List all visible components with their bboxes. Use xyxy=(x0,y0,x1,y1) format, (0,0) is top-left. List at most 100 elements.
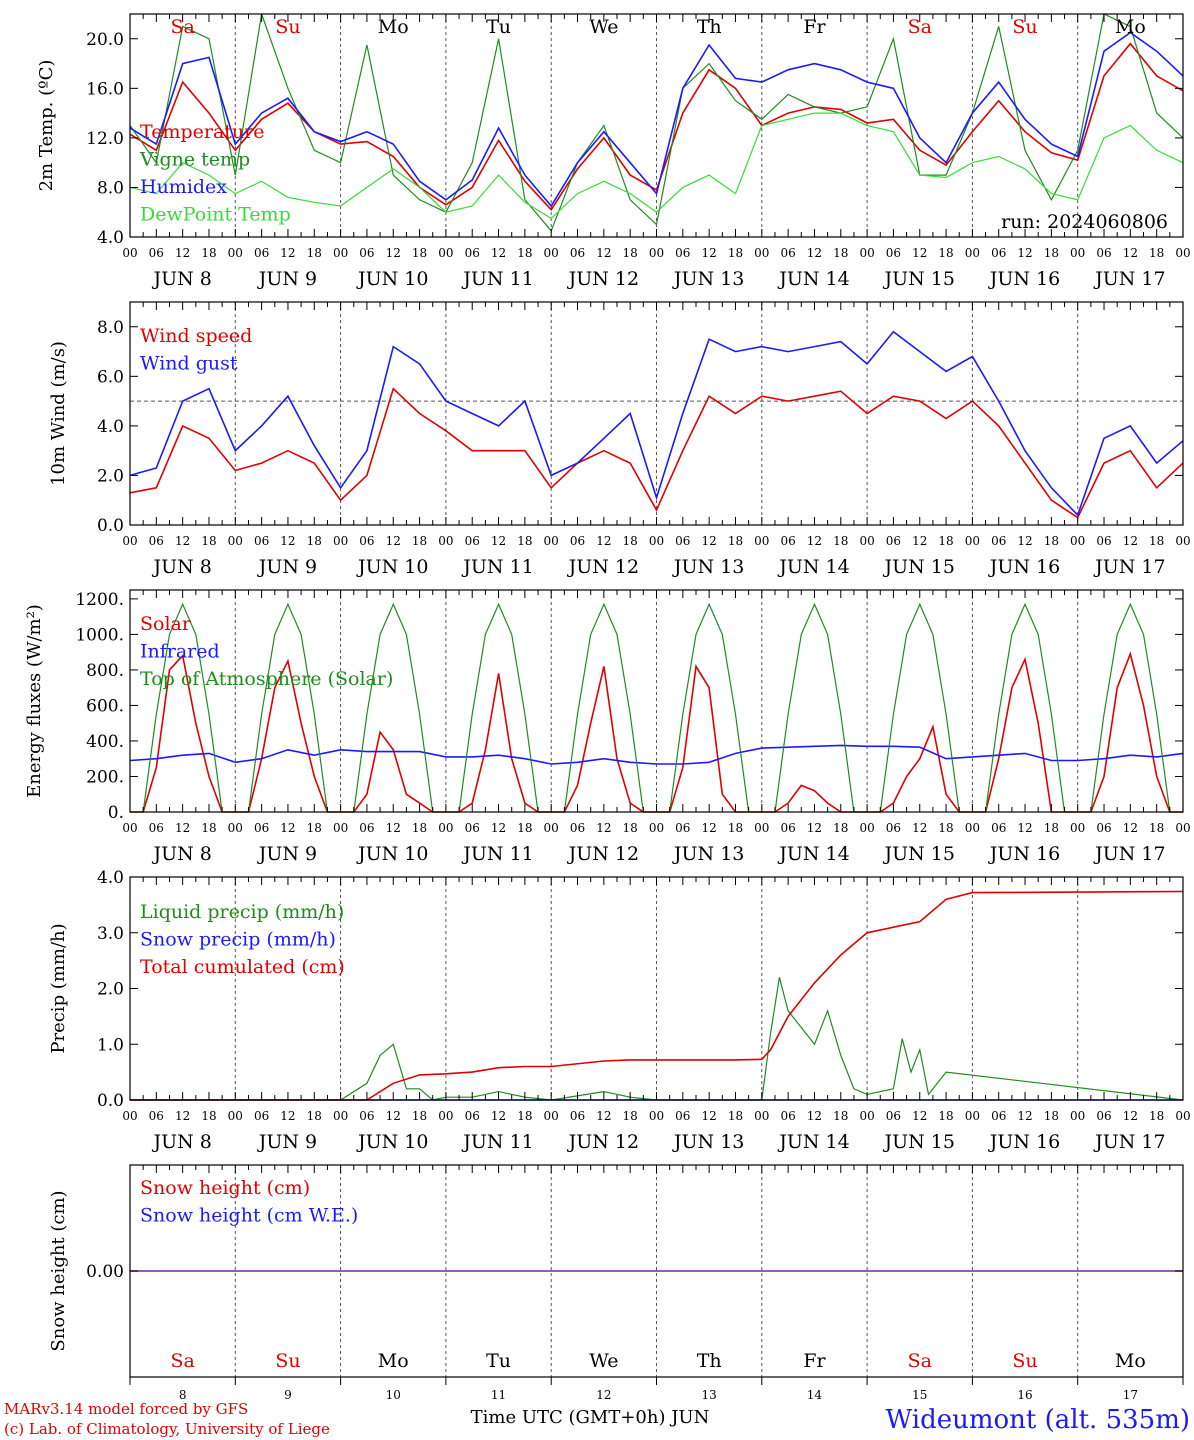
legend-entry: Temperature xyxy=(140,121,264,143)
station-name: Wideumont (alt. 535m) xyxy=(886,1405,1190,1435)
hour-label: 06 xyxy=(780,821,795,835)
hour-label: 00 xyxy=(122,534,137,548)
legend-entry: Infrared xyxy=(140,641,220,663)
date-label: JUN 11 xyxy=(461,843,533,865)
hour-label: 00 xyxy=(965,534,980,548)
y-tick-label: 0. xyxy=(108,803,124,823)
hour-label: 00 xyxy=(544,821,559,835)
weekday-label: Su xyxy=(1012,16,1037,38)
hour-label: 12 xyxy=(1017,246,1032,260)
hour-label: 06 xyxy=(254,534,269,548)
y-axis-label: Snow height (cm) xyxy=(48,1190,69,1351)
hour-label: 06 xyxy=(149,821,164,835)
day-number-label: 12 xyxy=(596,1388,611,1402)
hour-label: 12 xyxy=(807,821,822,835)
date-label: JUN 12 xyxy=(567,1131,639,1153)
hour-label: 00 xyxy=(1070,1109,1085,1123)
hour-label: 00 xyxy=(649,821,664,835)
date-label: JUN 15 xyxy=(883,843,955,865)
y-tick-label: 0.0 xyxy=(97,1091,124,1111)
hour-label: 00 xyxy=(544,1109,559,1123)
hour-label: 06 xyxy=(886,246,901,260)
panel-temperature: 4.0 8.0 12.0 16.0 20.0 2m Temp. (ºC) Temperatu… xyxy=(36,13,1191,290)
day-number-label: 11 xyxy=(491,1388,506,1402)
hour-label: 00 xyxy=(1175,821,1190,835)
date-label: JUN 12 xyxy=(567,556,639,578)
hour-label: 06 xyxy=(570,1109,585,1123)
date-label: JUN 17 xyxy=(1093,268,1165,290)
hour-label: 06 xyxy=(465,821,480,835)
date-label: JUN 10 xyxy=(356,268,428,290)
hour-label: 06 xyxy=(359,821,374,835)
day-number-label: 8 xyxy=(179,1388,187,1402)
hour-label: 00 xyxy=(1070,821,1085,835)
y-tick-label: 2.0 xyxy=(97,466,124,486)
legend-entry: Solar xyxy=(140,613,192,635)
hour-label: 00 xyxy=(333,821,348,835)
hour-label: 18 xyxy=(1149,1109,1164,1123)
date-label: JUN 13 xyxy=(672,843,744,865)
panel-energy: 0. 200. 400. 600. 800. 1000. 1200. Energy fluxe… xyxy=(24,589,1191,865)
hour-label: 00 xyxy=(438,246,453,260)
hour-label: 06 xyxy=(780,1109,795,1123)
date-label: JUN 14 xyxy=(777,268,849,290)
weekday-label: Su xyxy=(275,1350,300,1372)
hour-label: 12 xyxy=(280,534,295,548)
hour-label: 12 xyxy=(386,1109,401,1123)
hour-label: 18 xyxy=(517,821,532,835)
hour-label: 12 xyxy=(1123,1109,1138,1123)
weekday-label: Fr xyxy=(803,1350,826,1372)
hour-label: 06 xyxy=(149,1109,164,1123)
date-label: JUN 14 xyxy=(777,843,849,865)
legend-entry: Top of Atmosphere (Solar) xyxy=(140,668,393,690)
date-label: JUN 13 xyxy=(672,1131,744,1153)
date-label: JUN 11 xyxy=(461,556,533,578)
hour-label: 12 xyxy=(912,246,927,260)
hour-label: 00 xyxy=(438,1109,453,1123)
hour-label: 06 xyxy=(570,534,585,548)
date-label: JUN 16 xyxy=(988,843,1060,865)
hour-label: 18 xyxy=(938,821,953,835)
hour-label: 12 xyxy=(1123,246,1138,260)
y-axis-label: Precip (mm/h) xyxy=(48,923,69,1053)
day-number-label: 14 xyxy=(807,1388,823,1402)
date-label: JUN 9 xyxy=(257,843,317,865)
y-tick-label: 6.0 xyxy=(97,367,124,387)
hour-label: 06 xyxy=(886,534,901,548)
legend-entry: Snow height (cm) xyxy=(140,1177,310,1199)
hour-label: 06 xyxy=(254,821,269,835)
weekday-label: Su xyxy=(1012,1350,1037,1372)
hour-label: 18 xyxy=(1149,246,1164,260)
hour-label: 00 xyxy=(228,246,243,260)
hour-label: 18 xyxy=(1044,821,1059,835)
hour-label: 00 xyxy=(333,534,348,548)
hour-label: 00 xyxy=(122,246,137,260)
hour-label: 18 xyxy=(307,1109,322,1123)
hour-label: 06 xyxy=(991,1109,1006,1123)
hour-label: 18 xyxy=(833,821,848,835)
hour-label: 00 xyxy=(649,246,664,260)
hour-label: 00 xyxy=(333,246,348,260)
y-axis-label: 10m Wind (m/s) xyxy=(48,341,69,486)
y-tick-label: 20.0 xyxy=(86,30,124,50)
series-dewpoint-temp xyxy=(129,112,1184,220)
hour-label: 00 xyxy=(228,821,243,835)
date-label: JUN 14 xyxy=(777,556,849,578)
date-label: JUN 16 xyxy=(988,268,1060,290)
hour-label: 18 xyxy=(517,246,532,260)
hour-label: 12 xyxy=(491,534,506,548)
series-total-cumulated-cm- xyxy=(130,890,1184,1101)
legend-entry: Wind gust xyxy=(140,353,238,375)
date-label: JUN 9 xyxy=(257,556,317,578)
hour-label: 12 xyxy=(1017,534,1032,548)
hour-label: 18 xyxy=(1149,534,1164,548)
hour-label: 18 xyxy=(412,246,427,260)
hour-label: 18 xyxy=(412,534,427,548)
panel-precip: 0.0 1.0 2.0 3.0 4.0 Precip (mm/h) Liquid preci… xyxy=(48,868,1191,1153)
hour-label: 00 xyxy=(754,534,769,548)
hour-label: 12 xyxy=(912,534,927,548)
hour-label: 00 xyxy=(122,821,137,835)
date-label: JUN 17 xyxy=(1093,556,1165,578)
date-label: JUN 13 xyxy=(672,268,744,290)
y-tick-label: 800. xyxy=(86,661,124,681)
